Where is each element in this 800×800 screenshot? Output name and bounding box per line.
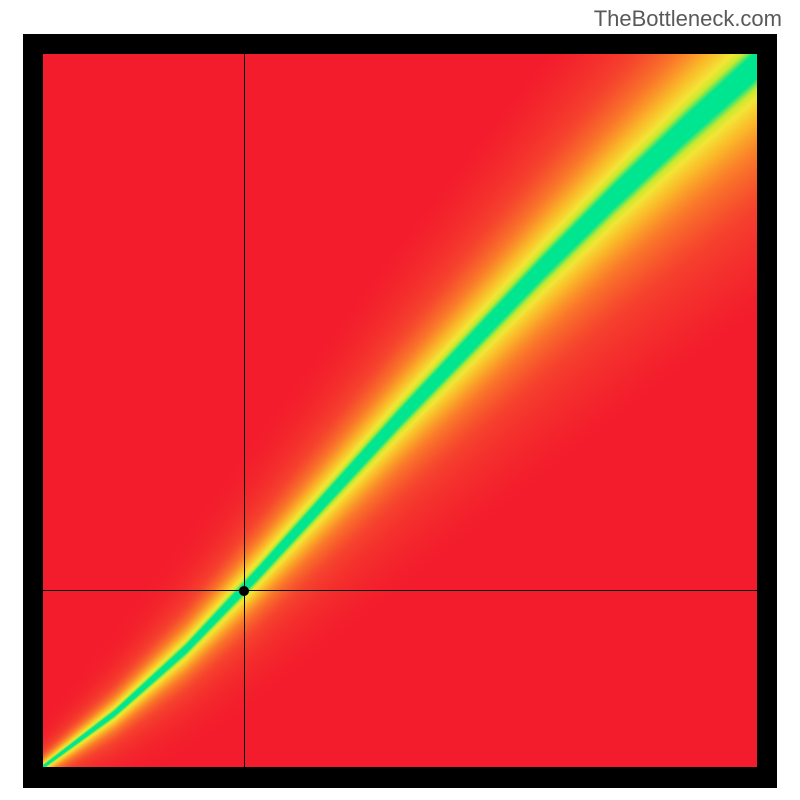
crosshair-horizontal	[43, 590, 757, 591]
chart-container: TheBottleneck.com	[0, 0, 800, 800]
watermark-text: TheBottleneck.com	[594, 6, 782, 32]
heatmap-canvas	[43, 54, 757, 767]
crosshair-vertical	[244, 54, 245, 767]
plot-frame	[23, 34, 777, 788]
